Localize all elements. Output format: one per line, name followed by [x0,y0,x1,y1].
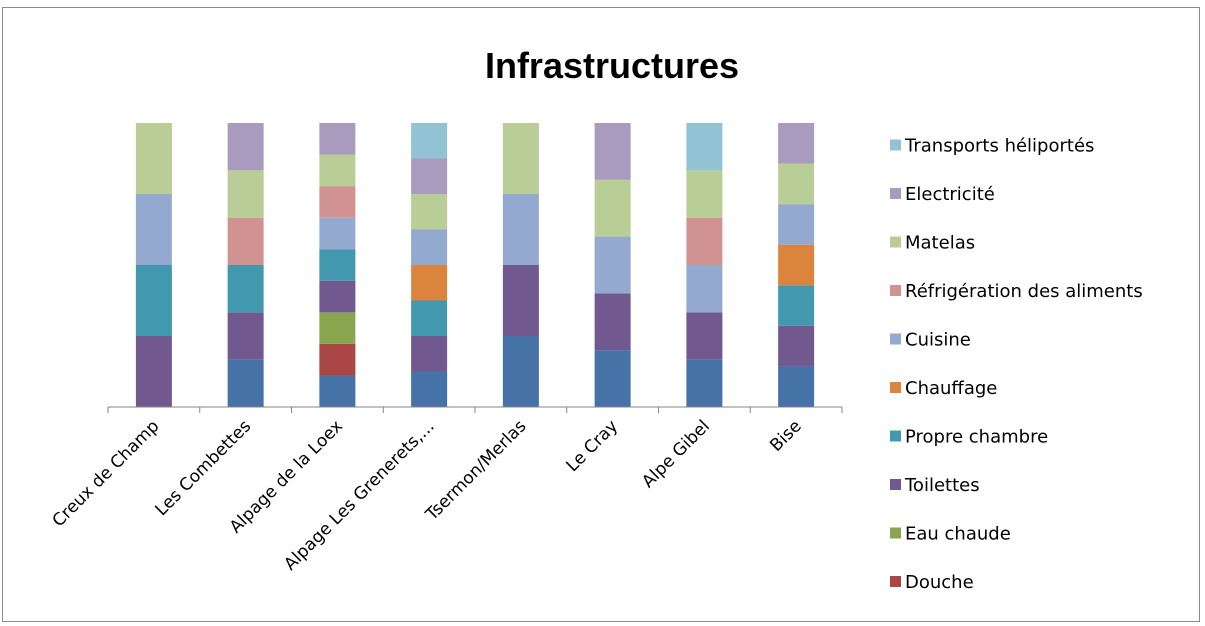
bar-segment-6-6 [686,265,723,313]
bar-segment-0-8 [135,123,172,194]
bar-segment-7-4 [778,285,815,326]
bar-segment-1-8 [227,170,264,218]
legend-swatch [890,285,901,296]
x-tick-label: Alpage Les Grenerets,... [280,416,438,574]
bar-segment-0-3 [135,336,172,407]
legend-swatch [890,527,901,539]
bar-segment-2-1 [319,343,356,376]
bar-segment-1-0 [227,359,264,407]
bars-group [135,123,815,407]
legend-label: Réfrigération des aliments [905,281,1143,302]
bar-segment-2-8 [319,154,356,187]
legend-swatch [890,479,901,490]
bar-segment-7-8 [778,163,815,205]
bar-segment-6-8 [686,170,723,218]
bar-segment-6-0 [686,359,723,407]
bar-segment-0-4 [135,265,172,336]
x-axis [107,406,843,413]
legend-swatch [890,576,901,587]
bar-segment-6-7 [686,217,723,265]
bar-segment-2-3 [319,280,356,313]
bar-segment-7-0 [778,366,815,407]
bar-segment-2-2 [319,312,356,344]
legend-label: Electricité [905,184,995,205]
legend-label: Cuisine [905,330,971,351]
bar-segment-3-8 [411,194,448,230]
bar-segment-2-7 [319,186,356,218]
bar-segment-7-5 [778,244,815,286]
bar-segment-5-8 [594,179,631,237]
x-tick-label: Bise [766,416,805,455]
bar-segment-3-0 [411,371,448,407]
legend-label: Toilettes [904,475,980,496]
legend-label: Matelas [905,233,975,254]
legend-label: Douche [905,572,974,593]
bar-segment-2-9 [319,123,356,155]
bar-segment-3-3 [411,336,448,372]
bar-segment-0-6 [135,194,172,265]
bar-segment-3-6 [411,229,448,265]
legend-swatch [890,382,901,393]
legend: Transports héliportés Electricité Matelas R… [890,136,1143,593]
legend-label: Transports héliportés [904,136,1094,157]
x-tick-label: Les Combettes [151,416,255,520]
legend-label: Propre chambre [905,427,1048,448]
bar-segment-3-10 [411,123,448,159]
bar-segment-3-4 [411,300,448,336]
bar-segment-1-7 [227,217,264,265]
bar-segment-1-3 [227,312,264,360]
bar-segment-7-6 [778,204,815,245]
chart-title: Infrastructures [485,45,739,86]
bar-segment-5-6 [594,236,631,294]
bar-segment-7-3 [778,325,815,367]
bar-segment-3-5 [411,265,448,301]
legend-swatch [890,333,901,345]
legend-label: Chauffage [905,378,997,399]
bar-segment-2-4 [319,249,356,281]
bar-segment-1-4 [227,265,264,313]
bar-segment-4-0 [502,336,539,407]
legend-label: Eau chaude [905,524,1011,545]
legend-swatch [890,236,901,248]
bar-segment-6-10 [686,123,723,171]
bar-segment-4-6 [502,194,539,265]
bar-segment-3-9 [411,158,448,194]
bar-segment-6-3 [686,312,723,360]
legend-swatch [890,188,901,199]
x-tick-label: Creux de Champ [49,416,164,531]
legend-swatch [890,430,901,442]
bar-segment-2-0 [319,375,356,407]
x-tick-label: Le Cray [563,416,623,476]
x-tick-label: Tsermon/Merlas [421,416,530,525]
bar-segment-1-9 [227,123,264,171]
bar-segment-4-3 [502,265,539,336]
bar-segment-5-3 [594,293,631,351]
legend-swatch [890,139,901,151]
bar-segment-4-8 [502,123,539,194]
bar-segment-2-6 [319,217,356,250]
x-tick-label: Alpe Gibel [638,416,714,492]
bar-segment-7-9 [778,123,815,164]
bar-segment-5-9 [594,123,631,180]
bar-segment-5-0 [594,350,631,407]
